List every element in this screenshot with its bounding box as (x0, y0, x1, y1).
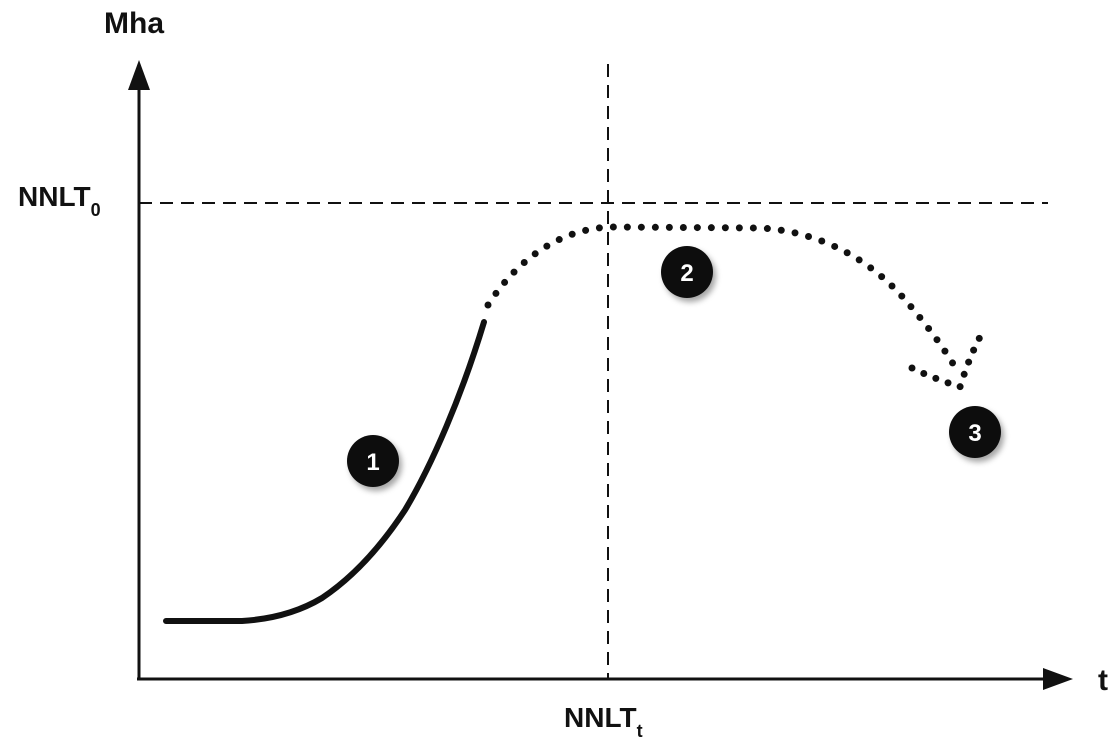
x-axis-arrow-icon (1043, 668, 1073, 690)
y-axis-label: Mha (104, 7, 164, 40)
threshold-x-label-main: NNLT (564, 702, 637, 733)
threshold-y-label: NNLT0 (18, 181, 101, 220)
threshold-x-label: NNLTt (564, 702, 643, 738)
x-axis-label: t (1098, 664, 1108, 697)
phase-3-badge-number: 3 (968, 420, 981, 447)
threshold-y-label-sub: 0 (91, 200, 101, 220)
threshold-x-label-sub: t (637, 721, 643, 738)
threshold-y-label-main: NNLT (18, 181, 91, 212)
phase-2-badge-number: 2 (680, 260, 693, 287)
phase-1-badge (347, 435, 399, 487)
phase-3-badge (949, 406, 1001, 458)
phase-3-curve (908, 333, 984, 392)
y-axis-arrow-icon (128, 60, 150, 90)
phase-1-badge-number: 1 (366, 449, 379, 476)
phase-2-badge (661, 246, 713, 298)
phase-2-curve (484, 223, 962, 376)
phase-1-curve (163, 319, 487, 624)
